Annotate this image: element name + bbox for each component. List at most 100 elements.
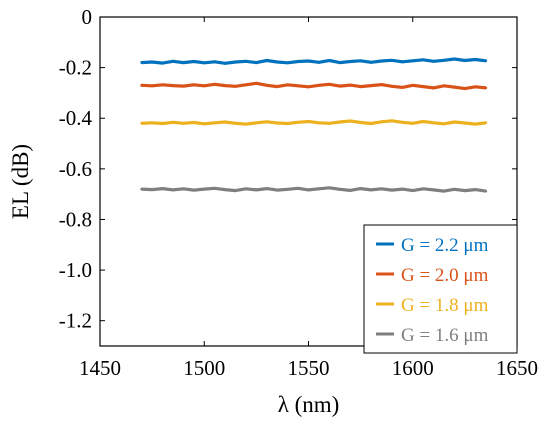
data-point — [473, 58, 477, 61]
data-point — [161, 122, 164, 125]
data-point — [400, 60, 404, 64]
data-point — [296, 120, 300, 124]
series-line-1 — [141, 57, 486, 65]
data-point — [275, 121, 279, 125]
data-point — [150, 188, 154, 191]
data-point — [171, 188, 175, 192]
data-point — [161, 187, 164, 190]
data-point — [400, 187, 404, 191]
data-point — [275, 60, 279, 64]
data-point — [182, 84, 185, 88]
data-point — [140, 83, 144, 87]
data-point — [421, 120, 425, 123]
data-point — [275, 188, 279, 192]
data-point — [348, 119, 352, 123]
data-point — [348, 188, 352, 192]
data-point — [140, 121, 144, 125]
data-point — [442, 122, 446, 126]
data-point — [432, 59, 435, 63]
data-point — [463, 189, 467, 193]
data-point — [182, 121, 185, 125]
data-point — [369, 60, 373, 64]
data-point — [307, 59, 310, 63]
data-point — [473, 122, 477, 126]
data-point — [296, 186, 300, 190]
data-point — [348, 60, 352, 63]
data-point — [244, 59, 248, 63]
data-point — [359, 59, 363, 63]
x-tick-label: 1450 — [79, 356, 121, 380]
data-point — [432, 86, 435, 90]
data-point — [150, 121, 154, 125]
data-point — [150, 60, 154, 64]
y-tick-label: -1.0 — [59, 258, 92, 282]
y-tick-label: 0 — [82, 5, 93, 29]
data-point — [171, 59, 175, 63]
data-point — [411, 121, 415, 125]
data-point — [390, 119, 394, 123]
data-point — [234, 121, 237, 125]
data-point — [400, 85, 404, 89]
data-point — [390, 84, 394, 88]
data-point — [192, 188, 196, 192]
legend: G = 2.2 μm G = 2.0 μm G = 1.8 μm G = 1.6 μm — [363, 224, 518, 354]
data-point — [338, 84, 342, 88]
series-line-4 — [141, 186, 486, 193]
data-point — [202, 61, 206, 65]
data-point — [327, 59, 331, 62]
x-axis-label: λ (nm) — [278, 392, 340, 417]
legend-label: G = 1.8 μm — [401, 295, 489, 316]
data-point — [192, 121, 196, 124]
data-point — [307, 85, 310, 89]
data-point — [380, 83, 383, 86]
legend-label: G = 2.2 μm — [401, 235, 489, 256]
data-point — [380, 59, 383, 63]
data-point — [213, 82, 217, 86]
data-point — [234, 60, 237, 64]
data-point — [150, 84, 154, 88]
data-point — [286, 83, 290, 87]
data-point — [244, 187, 248, 191]
data-point — [453, 57, 456, 61]
data-point — [286, 61, 290, 65]
data-point — [463, 59, 467, 62]
y-tick-label: -0.6 — [59, 157, 92, 181]
data-point — [223, 188, 227, 191]
data-point — [411, 83, 415, 87]
data-point — [359, 121, 363, 124]
data-point — [348, 83, 352, 87]
data-point — [453, 85, 456, 89]
x-tick-label: 1500 — [183, 356, 225, 380]
data-point — [254, 61, 258, 64]
data-point — [484, 121, 488, 125]
data-point — [317, 60, 321, 64]
data-point — [213, 186, 217, 190]
data-point — [244, 122, 248, 126]
series-layer — [140, 57, 488, 193]
x-tick-label: 1650 — [496, 356, 538, 380]
data-point — [442, 58, 446, 62]
data-point — [161, 83, 164, 87]
legend-label: G = 1.6 μm — [401, 325, 489, 346]
data-point — [265, 59, 269, 62]
data-point — [317, 121, 321, 125]
data-point — [213, 60, 217, 64]
data-point — [484, 86, 488, 90]
y-tick-label: -0.8 — [59, 207, 92, 231]
data-point — [369, 122, 373, 125]
data-point — [338, 120, 342, 124]
data-point — [213, 121, 217, 125]
data-point — [286, 187, 290, 191]
data-point — [380, 120, 383, 124]
data-point — [359, 187, 363, 190]
data-point — [265, 187, 269, 190]
data-point — [234, 189, 237, 193]
data-point — [338, 187, 342, 191]
data-point — [390, 58, 394, 62]
data-point — [432, 188, 435, 192]
data-point — [411, 189, 415, 193]
data-point — [161, 61, 164, 65]
data-point — [202, 187, 206, 191]
data-point — [317, 187, 321, 191]
